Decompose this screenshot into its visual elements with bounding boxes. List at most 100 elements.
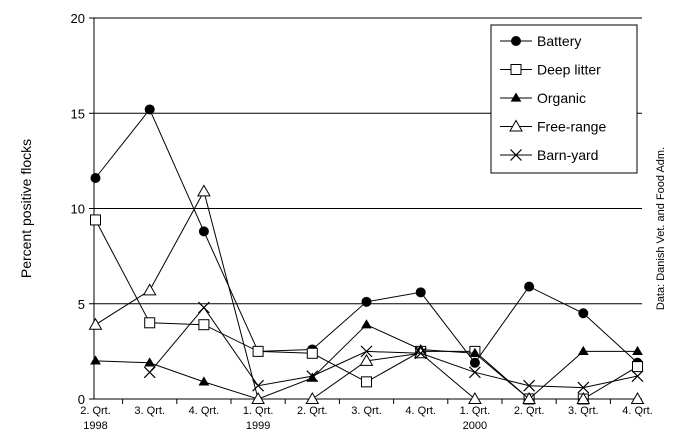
data-point-barn-yard	[143, 366, 156, 379]
legend-label: Organic	[537, 90, 586, 106]
data-point-battery	[90, 173, 101, 184]
data-point-organic	[632, 345, 643, 356]
x-tick-label: 1. Qrt.	[460, 405, 491, 417]
x-marker-stroke	[306, 370, 319, 383]
x-tick-year-label: 1999	[246, 420, 270, 432]
x-ticks: 2. Qrt. 1998 3. Qrt. 4. Qrt. 1. Qrt. 1999 2. Q…	[80, 399, 653, 432]
data-point-barn-yard	[414, 347, 427, 360]
data-point-organic	[469, 347, 481, 357]
legend-marker	[509, 119, 523, 132]
data-point-barn-yard	[252, 379, 265, 392]
data-point-deep-litter	[90, 214, 101, 226]
x-tick-label: 2. Qrt.	[80, 405, 111, 417]
legend-item-battery: Battery	[500, 33, 581, 49]
legend-item-free-range: Free-range	[500, 119, 606, 135]
y-tick-label: 5	[78, 297, 85, 312]
source-note: Data: Danish Vet. and Food Adm.	[655, 147, 667, 310]
series-line-free-range	[95, 190, 638, 400]
legend-label: Barn-yard	[537, 147, 598, 163]
legend-marker	[510, 149, 522, 161]
x-marker-stroke	[523, 379, 536, 392]
data-point-free-range	[359, 353, 374, 366]
data-point-barn-yard	[306, 370, 319, 383]
x-tick-label: 3. Qrt.	[568, 405, 599, 417]
series-group	[88, 104, 645, 405]
data-point-deep-litter	[632, 361, 643, 373]
x-marker-stroke	[577, 381, 590, 394]
y-tick-label: 20	[71, 11, 85, 26]
x-marker-stroke	[197, 301, 210, 314]
y-axis-label: Percent positive flocks	[18, 139, 34, 278]
series-line-barn-yard	[149, 306, 638, 389]
data-point-barn-yard	[468, 366, 481, 379]
data-point-organic	[361, 319, 372, 329]
data-point-organic	[198, 376, 210, 386]
y-tick-label: 10	[71, 202, 85, 217]
legend-item-organic: Organic	[500, 90, 586, 106]
legend-marker	[511, 36, 521, 46]
data-point-barn-yard	[197, 301, 210, 314]
x-marker-stroke	[631, 370, 644, 383]
data-point-barn-yard	[360, 345, 373, 358]
y-tick-label: 0	[78, 392, 85, 407]
data-point-deep-litter	[144, 317, 156, 329]
data-point-free-range	[88, 317, 103, 330]
data-point-organic	[577, 345, 589, 356]
data-point-free-range	[142, 283, 157, 296]
data-point-deep-litter	[306, 347, 318, 359]
legend-item-deep-litter: Deep litter	[500, 62, 601, 78]
x-tick-label: 4. Qrt.	[405, 405, 436, 417]
legend: Battery Deep litter Organic Free-range Barn-…	[490, 24, 638, 174]
data-point-free-range	[197, 184, 211, 197]
y-ticks: 0 5 10 15 20	[71, 11, 94, 407]
x-tick-label: 3. Qrt.	[134, 405, 165, 417]
y-tick-label: 15	[71, 106, 85, 121]
legend-marker	[510, 64, 522, 75]
data-point-barn-yard	[631, 370, 644, 383]
legend-marker	[510, 92, 522, 102]
series-battery	[90, 104, 643, 368]
data-point-free-range	[251, 391, 265, 404]
data-point-free-range	[576, 391, 591, 404]
data-point-battery	[524, 281, 535, 292]
x-tick-label: 4. Qrt.	[189, 405, 220, 417]
series-barn-yard	[143, 301, 644, 394]
x-marker-stroke	[143, 366, 156, 379]
data-point-barn-yard	[577, 381, 590, 394]
data-point-battery	[361, 296, 372, 307]
legend-label: Free-range	[537, 119, 606, 135]
x-tick-label: 4. Qrt.	[622, 405, 653, 417]
data-point-free-range	[468, 391, 482, 404]
x-marker-stroke	[510, 149, 522, 161]
x-marker-stroke	[252, 379, 265, 392]
x-tick-label: 3. Qrt.	[351, 405, 382, 417]
series-free-range	[88, 184, 645, 404]
data-point-deep-litter	[198, 319, 210, 331]
x-tick-label: 2. Qrt.	[297, 405, 328, 417]
data-point-free-range	[305, 391, 320, 404]
data-point-deep-litter	[252, 345, 264, 357]
series-deep-litter	[90, 214, 643, 405]
data-point-free-range	[630, 391, 645, 404]
data-point-free-range	[522, 391, 536, 404]
legend-item-barn-yard: Barn-yard	[500, 147, 598, 163]
x-marker-stroke	[414, 347, 427, 360]
x-tick-year-label: 1998	[83, 420, 107, 432]
data-point-organic	[306, 372, 318, 382]
legend-label: Battery	[537, 33, 581, 49]
data-point-battery	[415, 287, 426, 298]
data-point-organic	[144, 357, 156, 367]
x-tick-label: 1. Qrt.	[243, 405, 274, 417]
data-point-battery	[578, 308, 589, 319]
data-point-barn-yard	[523, 379, 536, 392]
x-marker-stroke	[360, 345, 373, 358]
data-point-deep-litter	[361, 376, 372, 388]
x-tick-label: 2. Qrt.	[514, 405, 545, 417]
data-point-organic	[90, 355, 101, 365]
data-point-battery	[469, 357, 480, 368]
data-point-battery	[144, 104, 155, 115]
x-tick-year-label: 2000	[463, 420, 487, 432]
legend-label: Deep litter	[537, 62, 601, 78]
x-marker-stroke	[468, 366, 481, 379]
